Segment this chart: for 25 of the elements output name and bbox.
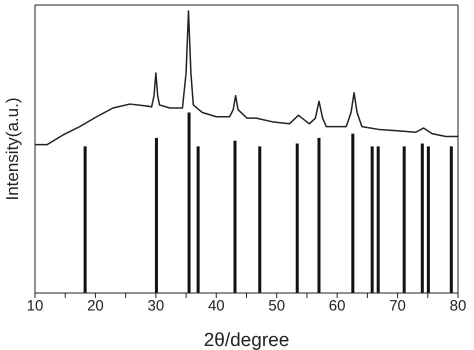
x-tick-label: 30 (148, 298, 164, 315)
bar (84, 146, 87, 293)
bar (196, 146, 200, 293)
bar (188, 112, 191, 293)
bar (296, 144, 299, 293)
x-axis-title: 2θ/degree (204, 330, 290, 350)
bar (154, 138, 158, 293)
bar (376, 146, 380, 293)
bar (426, 146, 430, 293)
x-tick-label: 10 (26, 298, 44, 315)
bar (233, 140, 236, 293)
bar (402, 146, 406, 293)
bar (370, 146, 374, 293)
x-tick-label: 60 (328, 298, 346, 315)
x-tick-label: 70 (389, 298, 406, 315)
bar (420, 144, 424, 293)
x-tick-label: 20 (87, 298, 104, 315)
bar (317, 138, 320, 293)
bar (450, 146, 453, 293)
bar (258, 146, 262, 293)
x-tick-label: 50 (268, 298, 286, 315)
bar (351, 134, 354, 293)
x-tick-label: 80 (450, 298, 466, 315)
x-tick-label: 40 (208, 298, 225, 315)
y-axis-title: Intensity(a.u.) (3, 98, 22, 200)
